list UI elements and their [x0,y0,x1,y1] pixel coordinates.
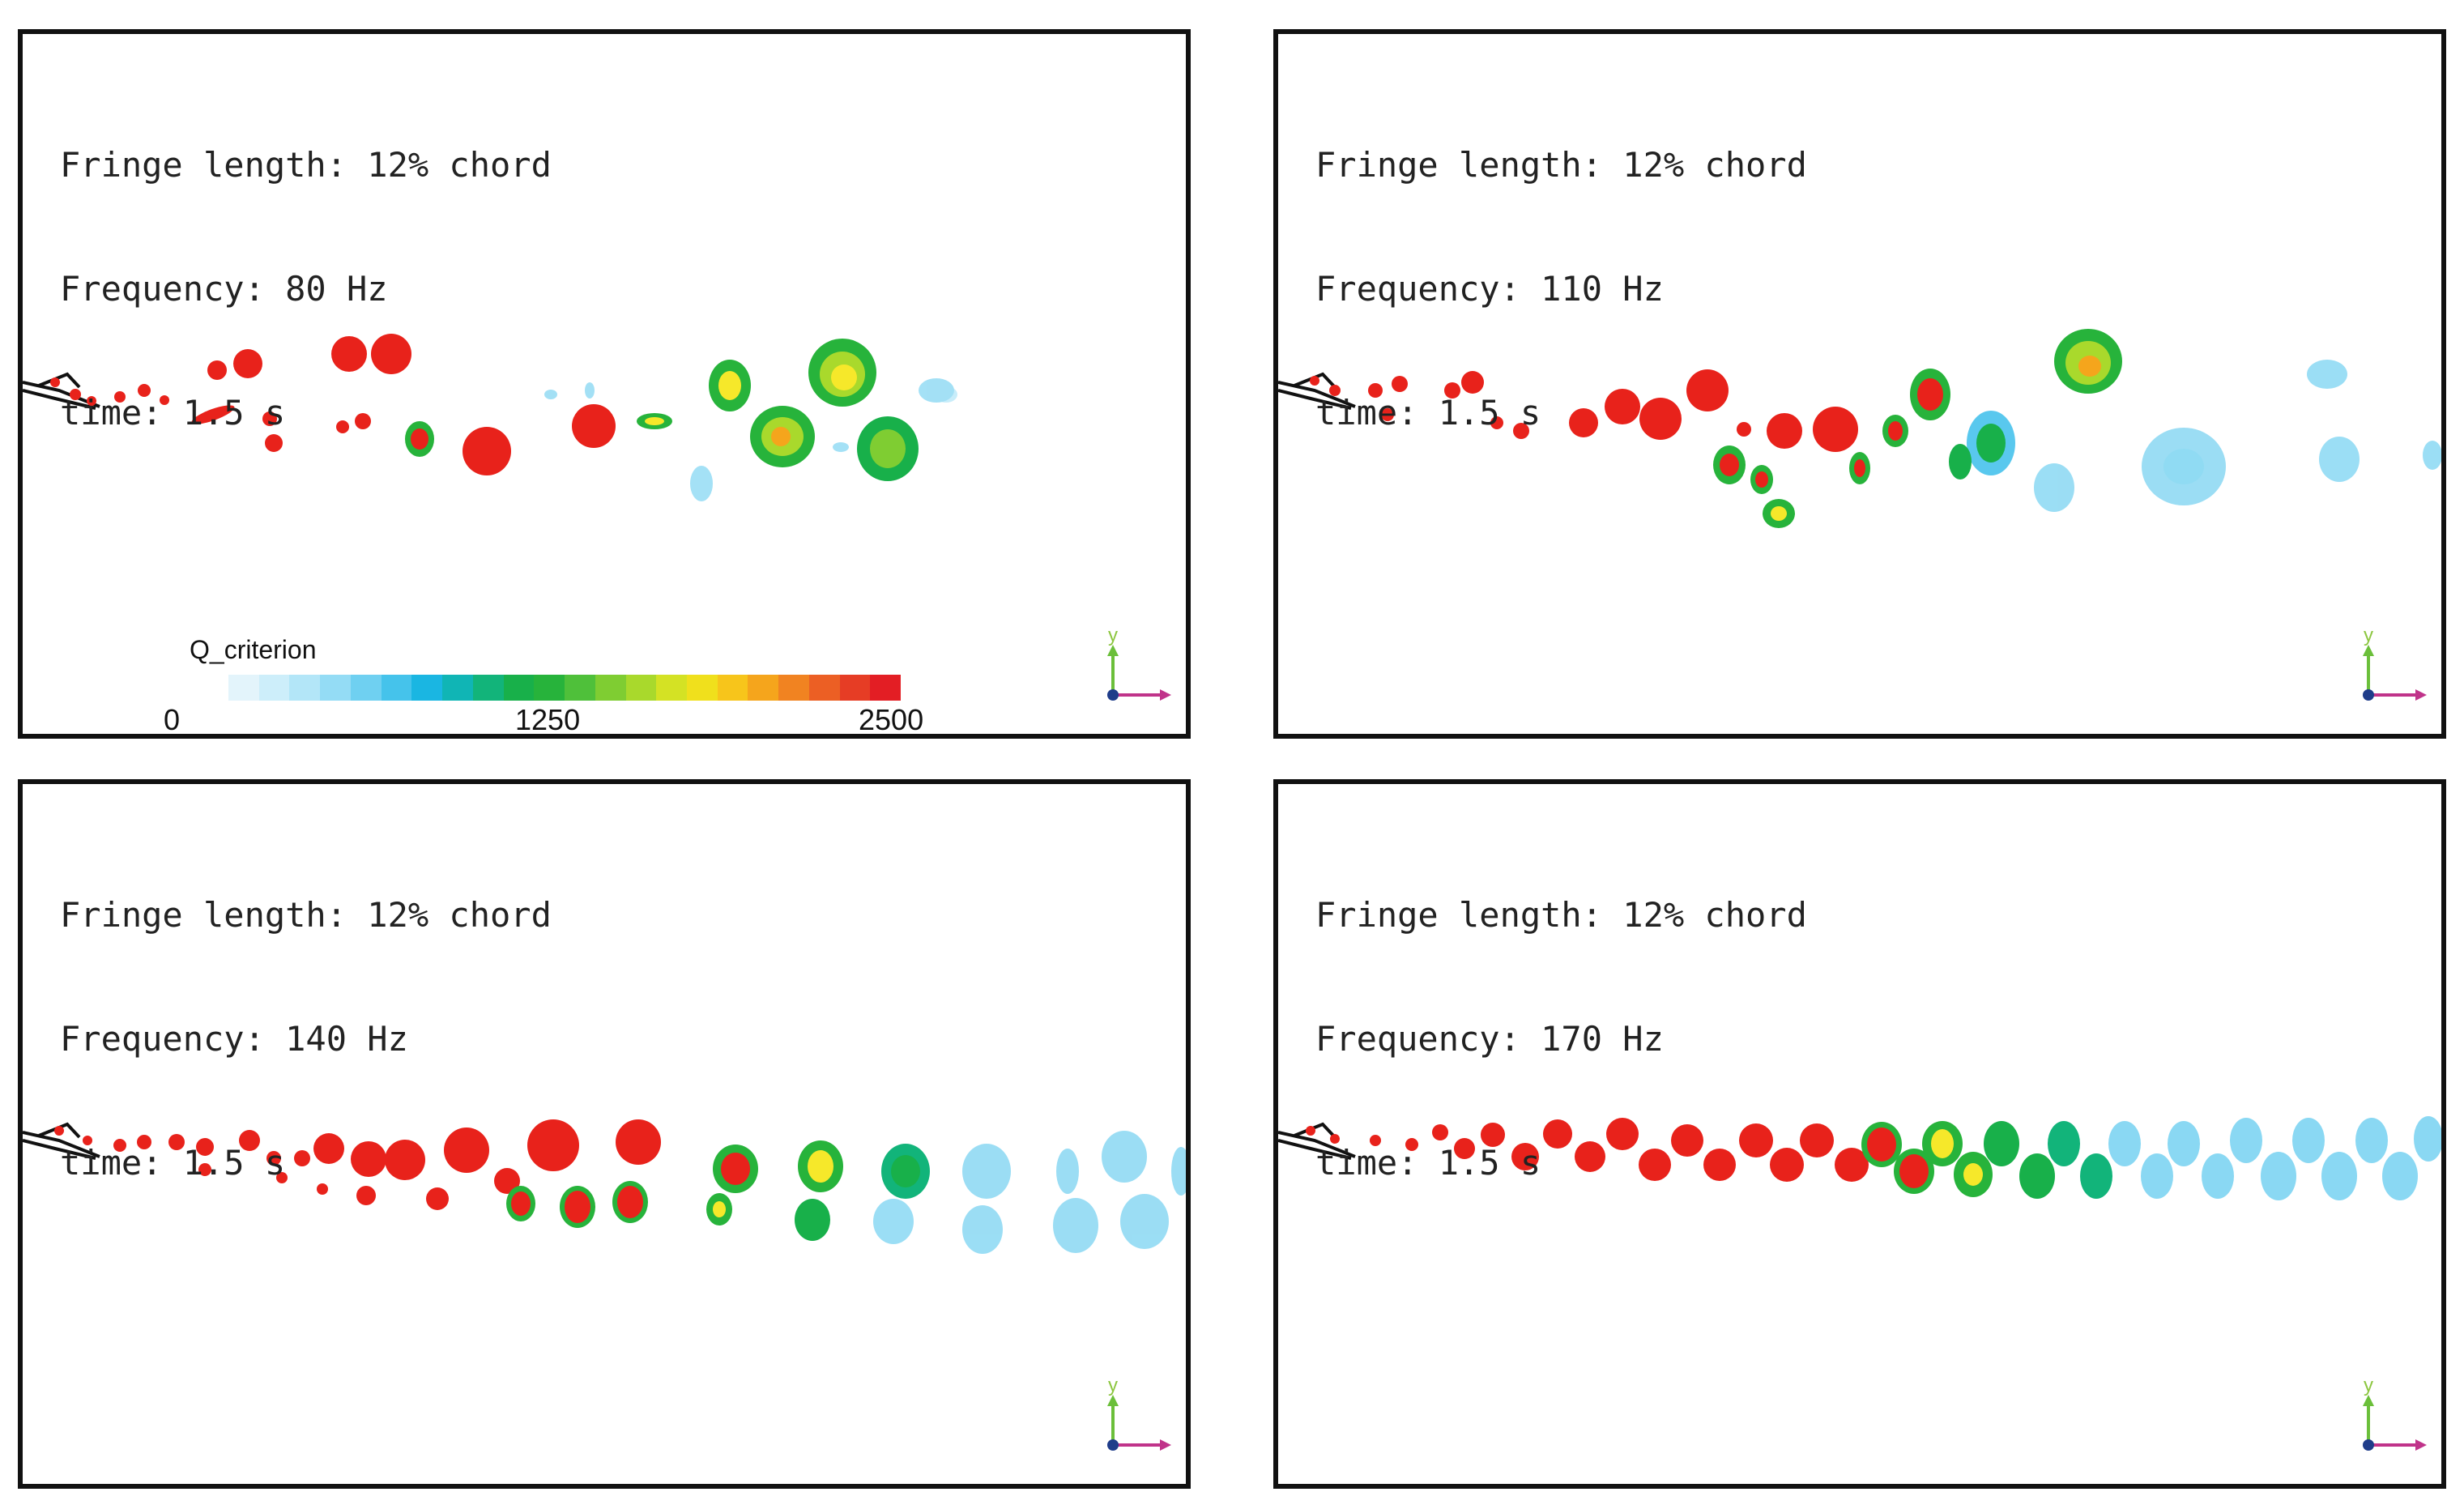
legend-color-segment [472,675,504,701]
time-label: time: 1.5 s [60,393,286,433]
legend-color-segment [442,675,473,701]
vortex-structures [54,1119,1186,1254]
y-axis-label: y [1108,1375,1118,1396]
legend-color-segment [717,675,748,701]
q-criterion-field [1278,329,2441,528]
airfoil-trailing-edge [23,372,100,410]
vortex-structures [1310,329,2441,528]
legend-max-label: 2500 [859,703,924,736]
panel-110hz: Fringe length: 12% chord Frequency: 110 … [1273,29,2446,739]
panel-info: Fringe length: 12% chord Frequency: 80 H… [60,62,552,516]
fringe-length-label: Fringe length: 12% chord [60,145,552,185]
frequency-label: Frequency: 140 Hz [60,1019,408,1059]
airfoil-trailing-edge [1278,372,1356,410]
time-label: time: 1.5 s [1315,1143,1541,1183]
fringe-length-label: Fringe length: 12% chord [60,895,552,935]
vortex-structures [50,334,957,501]
legend-color-segment [656,675,688,701]
legend-color-segment [687,675,718,701]
legend-color-segment [503,675,535,701]
time-label: time: 1.5 s [60,1143,286,1183]
panel-80hz: Fringe length: 12% chord Frequency: 80 H… [18,29,1191,739]
time-label: time: 1.5 s [1315,393,1541,433]
panel-170hz: Fringe length: 12% chord Frequency: 170 … [1273,779,2446,1489]
airfoil-trailing-edge [1278,1122,1356,1160]
legend-color-segment [748,675,779,701]
q-criterion-field [1278,1116,2441,1200]
legend-color-segment [565,675,595,701]
legend-title: Q_criterion [190,635,317,664]
legend-color-segment [289,675,321,701]
color-legend: Q_criterion 0 1250 2500 [120,601,930,736]
legend-color-segment [778,675,809,701]
legend-color-segment [320,675,351,701]
panel-info: Fringe length: 12% chord Frequency: 140 … [60,812,552,1266]
axes-triad-icon: y [1107,1375,1171,1451]
legend-color-segment [258,675,290,701]
legend-color-segment [534,675,565,701]
panel-info: Fringe length: 12% chord Frequency: 170 … [1315,812,1807,1266]
y-axis-label: y [1108,624,1118,646]
y-axis-label: y [2364,624,2373,646]
legend-color-segment [870,675,902,701]
legend-color-segment [808,675,840,701]
legend-color-segment [411,675,443,701]
legend-color-segment [839,675,871,701]
legend-color-segment [350,675,382,701]
legend-color-segment [381,675,412,701]
frequency-label: Frequency: 110 Hz [1315,269,1664,309]
panel-140hz: Fringe length: 12% chord Frequency: 140 … [18,779,1191,1489]
legend-color-segment [228,675,259,701]
legend-color-segment [595,675,626,701]
legend-color-segment [625,675,657,701]
legend-mid-label: 1250 [515,703,581,736]
panel-info: Fringe length: 12% chord Frequency: 110 … [1315,62,1807,516]
vortex-structures [1306,1116,2441,1200]
frequency-label: Frequency: 80 Hz [60,269,388,309]
q-criterion-field [23,334,957,501]
axes-triad-icon: y [2363,1375,2427,1451]
legend-color-bar [228,675,902,701]
legend-min-label: 0 [164,703,181,736]
frequency-label: Frequency: 170 Hz [1315,1019,1664,1059]
y-axis-label: y [2364,1375,2373,1396]
axes-triad-icon: y [2363,624,2427,701]
airfoil-trailing-edge [23,1122,100,1160]
axes-triad-icon: y [1107,624,1171,701]
fringe-length-label: Fringe length: 12% chord [1315,145,1807,185]
fringe-length-label: Fringe length: 12% chord [1315,895,1807,935]
q-criterion-field [23,1119,1186,1254]
